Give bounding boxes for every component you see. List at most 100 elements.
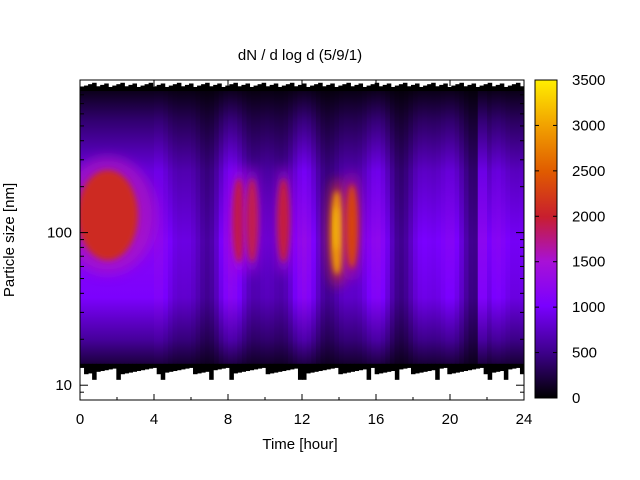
heatmap-edge-bottom (342, 363, 347, 374)
heatmap-edge-top (217, 83, 222, 91)
heatmap-cell (445, 86, 451, 368)
heatmap-edge-top (419, 86, 424, 91)
heatmap-cell (510, 86, 516, 368)
heatmap-cell (297, 86, 303, 368)
heatmap-edge-top (443, 83, 448, 91)
heatmap-edge-top (261, 82, 267, 91)
heatmap-edge-bottom (265, 363, 271, 375)
heatmap-edge-bottom (152, 363, 158, 368)
heatmap-edge-bottom (362, 363, 368, 370)
heatmap-edge-top (285, 84, 291, 91)
heatmap-edge-bottom (277, 363, 283, 372)
heatmap-edge-top (507, 85, 513, 91)
heatmap-cell (269, 86, 275, 368)
y-axis: 10 100 (47, 86, 524, 401)
heatmap-cell (514, 86, 520, 368)
heatmap-edge-bottom (172, 363, 178, 372)
y-axis-label: Particle size [nm] (1, 183, 18, 297)
heatmap-edge-top (297, 84, 303, 91)
heatmap-cell (218, 86, 224, 368)
y-tick-label: 100 (47, 225, 72, 242)
heatmap-edge-bottom (378, 363, 384, 374)
heatmap-edge-top (415, 83, 420, 91)
heatmap-edge-bottom (455, 363, 460, 373)
x-tick-label: 0 (76, 411, 84, 428)
heatmap-edge-bottom (334, 363, 339, 368)
heatmap-cell (463, 86, 470, 368)
heatmap-edge-top (269, 84, 275, 91)
heatmap-edge-top (160, 83, 166, 91)
heatmap-edge-top (382, 84, 388, 91)
heatmap-edge-bottom (427, 363, 432, 372)
heatmap-cell (191, 86, 197, 368)
heatmap-cell (366, 86, 372, 368)
heatmap-edge-top (386, 83, 392, 91)
heatmap-cell (200, 86, 206, 368)
heatmap-edge-top (398, 84, 404, 91)
heatmap-edge-top (491, 86, 497, 91)
x-tick-label: 20 (442, 411, 459, 428)
heatmap-edge-top (511, 84, 517, 91)
chart-title: dN / d log d (5/9/1) (238, 47, 362, 64)
heatmap-edge-top (213, 84, 218, 91)
heatmap-edge-bottom (116, 363, 121, 380)
heatmap-feature (246, 178, 259, 263)
heatmap-edge-bottom (233, 363, 238, 374)
heatmap-cell (172, 86, 178, 368)
heatmap-edge-bottom (84, 363, 89, 375)
heatmap-edge-bottom (398, 363, 404, 370)
heatmap-edge-top (406, 86, 412, 91)
heatmap-feature (345, 184, 358, 269)
heatmap-edge-top (354, 84, 360, 91)
heatmap-edge-top (402, 82, 408, 91)
heatmap-edge-top (326, 84, 331, 91)
heatmap-edge-top (253, 85, 259, 91)
heatmap-edge-top (289, 82, 295, 91)
heatmap-edge-top (467, 84, 473, 91)
heatmap-edge-bottom (302, 363, 307, 380)
heatmap-cell (265, 86, 271, 368)
heatmap-cell (403, 86, 409, 368)
colorbar-tick-label: 2500 (572, 163, 605, 180)
heatmap-edge-bottom (330, 363, 335, 369)
heatmap-edge-bottom (164, 363, 170, 373)
heatmap-cell (376, 86, 382, 368)
heatmap-edge-top (463, 86, 468, 91)
heatmap-edge-top (241, 84, 246, 91)
heatmap-edge-top (277, 86, 283, 91)
heatmap-edge-bottom (168, 363, 174, 372)
x-tick-label: 24 (516, 411, 533, 428)
heatmap-edge-top (519, 86, 524, 91)
heatmap-cell (408, 86, 414, 368)
heatmap-edge-bottom (314, 363, 319, 372)
heatmap-edge-top (423, 85, 428, 91)
heatmap-edge-top (229, 84, 234, 91)
heatmap-cell (519, 86, 524, 368)
colorbar-gradient (534, 79, 558, 399)
heatmap-edge-top (164, 86, 170, 91)
heatmap-edge-top (257, 84, 263, 91)
heatmap-edge-bottom (479, 363, 485, 368)
heatmap-edges-layer (80, 82, 524, 380)
heatmap-edge-bottom (370, 363, 376, 368)
x-axis-label: Time [hour] (262, 436, 337, 453)
heatmap-edge-bottom (253, 363, 259, 370)
heatmap-cell (482, 86, 488, 368)
heatmap-edge-bottom (92, 363, 97, 380)
heatmap-edge-bottom (180, 363, 186, 370)
heatmap-edge-bottom (144, 363, 150, 370)
heatmap-edge-bottom (511, 363, 517, 369)
heatmap-edge-bottom (128, 363, 133, 373)
heatmap-edge-top (193, 86, 198, 91)
heatmap-edge-top (370, 84, 376, 91)
heatmap-edge-bottom (374, 363, 380, 375)
heatmap-edge-bottom (519, 363, 524, 375)
heatmap-cell (491, 86, 497, 368)
heatmap-cell (306, 86, 312, 368)
heatmap-edge-top (140, 85, 146, 91)
heatmap-edge-top (314, 84, 319, 91)
x-tick-label: 12 (294, 411, 311, 428)
heatmap-edge-bottom (439, 363, 444, 369)
heatmap-edge-top (156, 84, 162, 91)
heatmap-cell (302, 86, 308, 368)
